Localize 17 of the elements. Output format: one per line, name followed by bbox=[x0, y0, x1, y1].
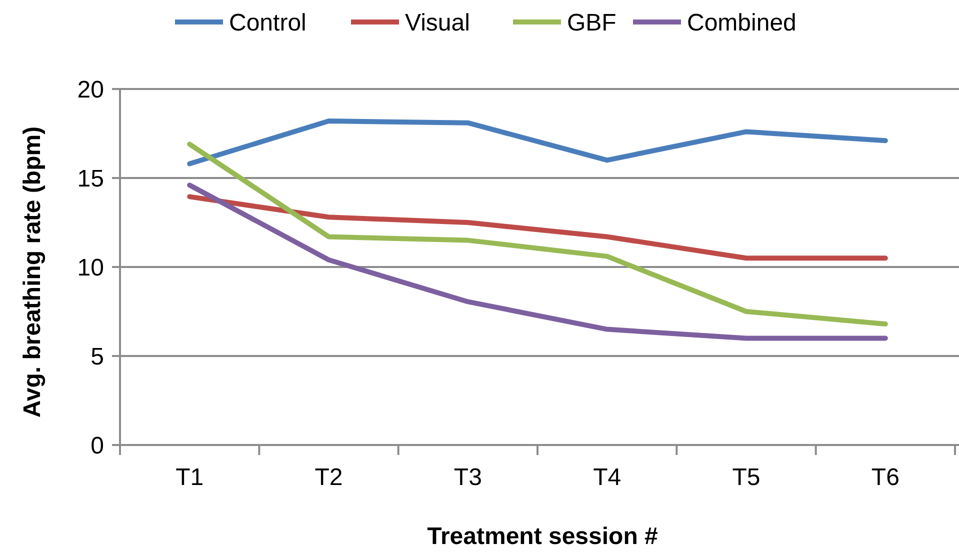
x-tick-label: T2 bbox=[314, 464, 343, 491]
y-axis-title: Avg. breathing rate (bpm) bbox=[19, 126, 46, 418]
x-tick-label: T1 bbox=[176, 464, 204, 491]
legend-label: Control bbox=[229, 9, 306, 36]
legend-label: Combined bbox=[687, 9, 796, 36]
legend-label: Visual bbox=[405, 9, 470, 36]
x-tick-label: T6 bbox=[871, 464, 900, 491]
y-tick-label: 15 bbox=[77, 165, 104, 192]
legend-label: GBF bbox=[567, 9, 616, 36]
x-tick-label: T3 bbox=[454, 464, 482, 491]
y-tick-label: 0 bbox=[90, 432, 104, 460]
y-tick-label: 20 bbox=[77, 76, 104, 104]
x-axis-title: Treatment session # bbox=[427, 523, 658, 550]
x-tick-label: T5 bbox=[732, 464, 760, 491]
y-tick-label: 5 bbox=[90, 343, 104, 370]
x-tick-label: T4 bbox=[593, 464, 622, 491]
y-tick-label: 10 bbox=[77, 254, 104, 282]
